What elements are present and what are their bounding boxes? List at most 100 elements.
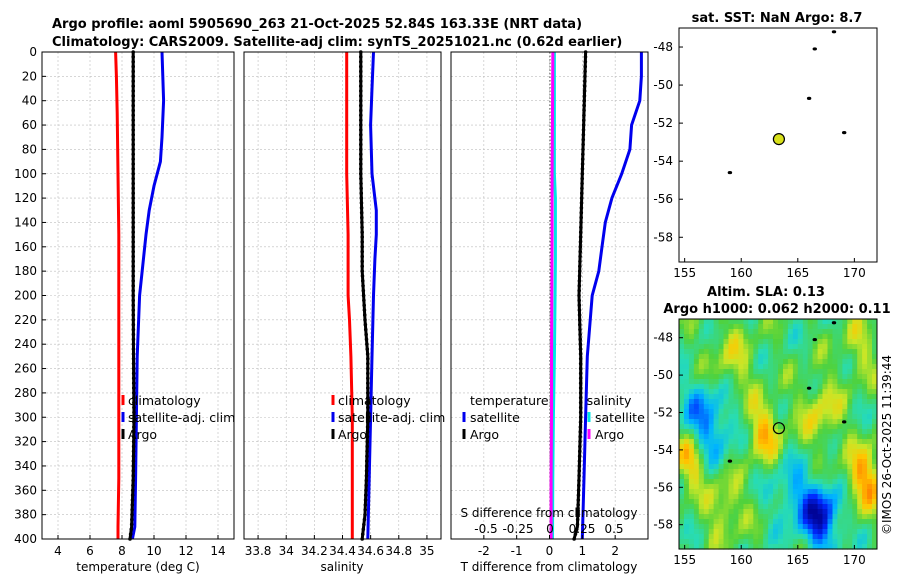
sla-cell [822, 324, 828, 330]
sla-cell [802, 444, 809, 450]
sla-cell [787, 529, 794, 535]
sla-cell [723, 489, 729, 495]
sla-cell [867, 414, 873, 420]
sla-cell [703, 529, 710, 535]
sla-cell [778, 384, 784, 390]
argo-sample-point [577, 293, 581, 298]
sla-cell [867, 469, 873, 475]
sla-cell [783, 499, 789, 505]
sla-cell [703, 474, 710, 480]
sla-cell [812, 519, 819, 525]
sla-cell [708, 389, 715, 395]
argo-sample-point [364, 332, 368, 337]
sla-cell [693, 369, 700, 375]
sla-cell [787, 444, 794, 450]
sla-cell [753, 349, 759, 355]
sla-cell [743, 464, 749, 470]
sla-cell [679, 444, 685, 450]
argo-sample-point [131, 357, 136, 361]
sla-cell [688, 504, 695, 510]
sla-cell [748, 379, 754, 385]
sla-cell [723, 354, 729, 360]
sla-cell [688, 489, 695, 495]
sla-cell [713, 479, 720, 485]
s-diff-tick-label: -0.25 [502, 522, 533, 536]
sla-cell [852, 364, 858, 370]
argo-sample-point [359, 201, 364, 205]
sla-cell [847, 519, 853, 525]
sla-cell [857, 414, 863, 420]
sla-cell [768, 449, 774, 455]
sla-cell [763, 399, 769, 405]
sla-cell [753, 489, 759, 495]
sla-cell [688, 354, 695, 360]
sla-cell [862, 394, 868, 400]
sla-cell [753, 364, 759, 370]
sla-cell [753, 449, 759, 455]
sla-cell [738, 404, 744, 410]
sla-cell [738, 439, 744, 445]
sla-cell [773, 519, 779, 525]
sla-cell [763, 394, 769, 400]
sla-cell [807, 479, 814, 485]
sla-cell [679, 519, 685, 525]
sla-cell [842, 404, 848, 410]
sla-cell [698, 544, 705, 550]
sla-cell [872, 334, 878, 340]
sla-cell [758, 489, 764, 495]
sla-cell [679, 379, 685, 385]
argo-sample-point [578, 254, 582, 259]
sla-cell [822, 539, 828, 545]
sla-cell [872, 484, 878, 490]
sla-cell [797, 424, 804, 430]
argo-sample-point [577, 483, 581, 488]
argo-sample-point [578, 264, 582, 269]
sla-cell [728, 404, 734, 410]
sla-cell [792, 544, 799, 550]
sla-cell [753, 404, 759, 410]
sla-cell [684, 504, 690, 510]
sla-cell [763, 504, 769, 510]
argo-sample-point [131, 59, 135, 64]
argo-sample-point [583, 64, 588, 69]
sla-cell [807, 369, 814, 375]
sla-cell [773, 374, 779, 380]
sla-cell [733, 479, 739, 485]
argo-sample-point [578, 332, 582, 337]
sla-cell [773, 324, 779, 330]
y-tick-label: 360 [14, 483, 37, 497]
sla-cell [748, 319, 754, 325]
sla-cell [872, 384, 878, 390]
sla-cell [728, 449, 734, 455]
sla-cell [832, 364, 838, 370]
sla-cell [718, 529, 725, 535]
map-y-tick-label: -54 [653, 154, 673, 168]
sla-cell [713, 414, 720, 420]
sla-cell [773, 334, 779, 340]
sla-cell [778, 399, 784, 405]
sla-cell [743, 529, 749, 535]
series-line-satellite-adj-clim [366, 51, 378, 540]
sla-cell [812, 339, 819, 345]
sla-cell [698, 364, 705, 370]
sla-cell [852, 399, 858, 405]
sla-cell [718, 474, 725, 480]
sla-cell [753, 444, 759, 450]
sla-cell [872, 319, 878, 325]
sla-cell [783, 419, 789, 425]
x-tick-label: 14 [210, 544, 225, 558]
sla-cell [773, 439, 779, 445]
sla-cell [763, 469, 769, 475]
sla-cell [807, 519, 814, 525]
sla-cell [847, 349, 853, 355]
sla-cell [708, 344, 715, 350]
sla-cell [703, 539, 710, 545]
argo-sample-point [366, 366, 370, 371]
sla-cell [802, 439, 809, 445]
sla-cell [728, 544, 734, 550]
sla-cell [679, 424, 685, 430]
sla-cell [872, 479, 878, 485]
argo-sample-point [131, 176, 135, 181]
sla-cell [684, 384, 690, 390]
argo-sample-point [131, 215, 135, 220]
